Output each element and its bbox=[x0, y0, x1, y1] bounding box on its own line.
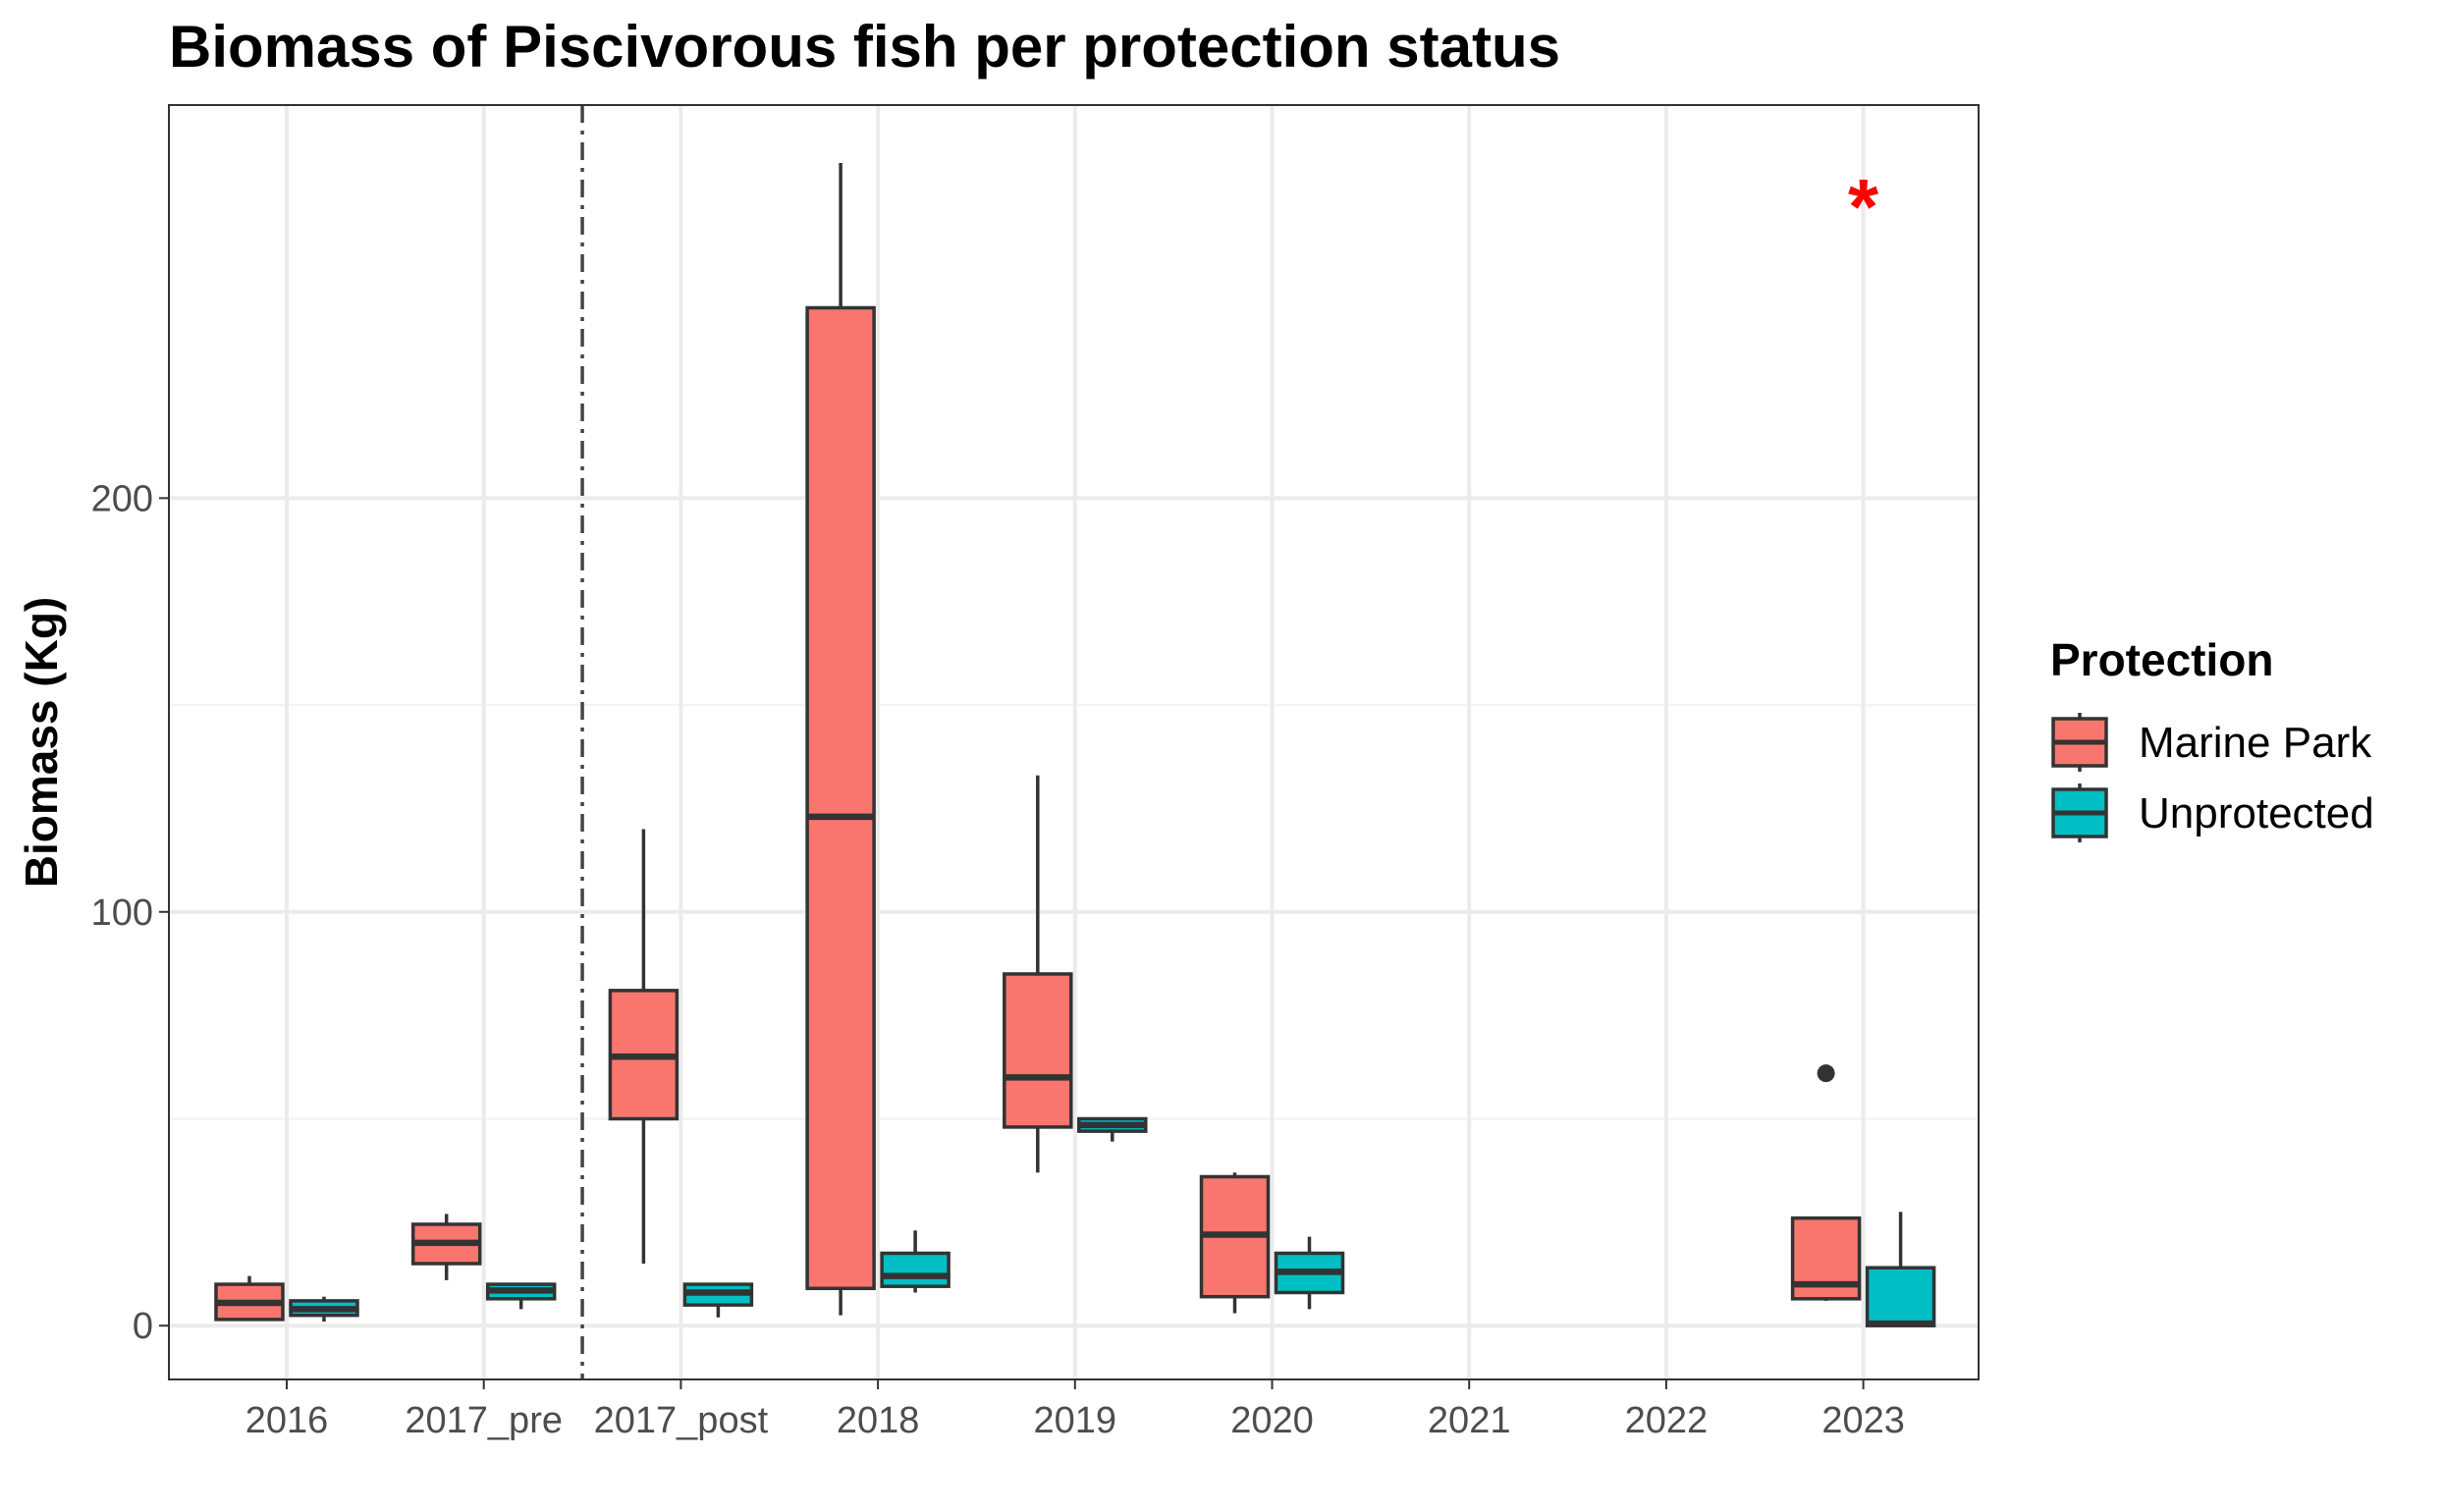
box-marine-park-2018 bbox=[805, 163, 876, 1316]
box-marine-park-2017_post bbox=[608, 829, 679, 1264]
box-marine-park-2019 bbox=[1003, 775, 1073, 1173]
x-tick-label-2017_pre: 2017_pre bbox=[405, 1400, 563, 1441]
box-marine-park-2016 bbox=[214, 1275, 285, 1322]
box-body bbox=[1865, 1266, 1936, 1327]
box-unprotected-2023 bbox=[1865, 1212, 1936, 1327]
box-unprotected-2017_post bbox=[682, 1282, 754, 1318]
legend-key-marine-park bbox=[2051, 713, 2108, 772]
legend-key-unprotected bbox=[2051, 783, 2108, 842]
box-unprotected-2017_pre bbox=[485, 1282, 557, 1310]
box-unprotected-2018 bbox=[880, 1230, 951, 1293]
grid bbox=[169, 105, 1979, 1379]
axes: 0 100 200 2016 2017_pre 2017_post 2018 2019 2020… bbox=[91, 478, 1905, 1441]
box-body bbox=[880, 1251, 951, 1288]
y-tick-label-100: 100 bbox=[91, 892, 153, 934]
annotations: * bbox=[1848, 163, 1879, 250]
y-tick-label-200: 200 bbox=[91, 478, 153, 519]
box-marine-park-2020 bbox=[1199, 1172, 1271, 1314]
box-marine-park-2017_pre bbox=[410, 1214, 482, 1280]
x-tick-label-2019: 2019 bbox=[1034, 1400, 1117, 1441]
boxes bbox=[214, 163, 1936, 1327]
legend-label-unprotected: Unprotected bbox=[2139, 789, 2374, 837]
x-tick-label-2018: 2018 bbox=[837, 1400, 920, 1441]
chart-title: Biomass of Piscivorous fish per protecti… bbox=[169, 14, 1560, 80]
panel-border bbox=[168, 104, 1980, 1380]
box-unprotected-2016 bbox=[289, 1296, 359, 1322]
x-tick-label-2020: 2020 bbox=[1230, 1400, 1314, 1441]
legend-title: Protection bbox=[2050, 634, 2273, 685]
box-unprotected-2019 bbox=[1077, 1116, 1148, 1142]
x-tick-label-2017_post: 2017_post bbox=[594, 1400, 769, 1441]
legend: Protection Marine Park Unprotected bbox=[2050, 634, 2374, 842]
y-axis-title: Biomass (Kg) bbox=[16, 597, 67, 888]
x-tick-label-2016: 2016 bbox=[245, 1400, 329, 1441]
x-tick-label-2022: 2022 bbox=[1625, 1400, 1709, 1441]
y-tick-label-0: 0 bbox=[133, 1306, 153, 1347]
box-unprotected-2020 bbox=[1274, 1236, 1345, 1310]
box-body bbox=[1003, 972, 1073, 1129]
x-tick-label-2023: 2023 bbox=[1821, 1400, 1905, 1441]
x-tick-label-2021: 2021 bbox=[1428, 1400, 1511, 1441]
outlier-point bbox=[1817, 1064, 1835, 1083]
box-marine-park-2023 bbox=[1790, 1064, 1862, 1301]
significance-asterisk: * bbox=[1848, 163, 1879, 250]
box-body bbox=[805, 305, 876, 1291]
legend-label-marine-park: Marine Park bbox=[2139, 719, 2372, 767]
